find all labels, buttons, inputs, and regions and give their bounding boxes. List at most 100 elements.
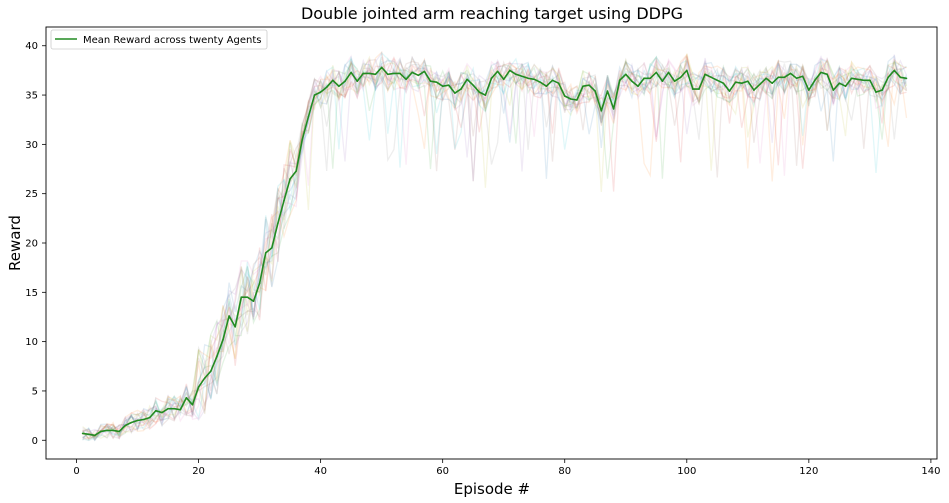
mean-reward-point — [87, 433, 90, 436]
agent-trace — [82, 53, 907, 438]
x-tick-label: 40 — [314, 466, 327, 477]
mean-reward-point — [631, 80, 633, 82]
mean-reward-point — [472, 84, 475, 86]
mean-reward-point — [533, 78, 535, 81]
mean-reward-point — [759, 83, 761, 85]
mean-reward-point — [679, 76, 682, 79]
agent-trace — [82, 56, 907, 441]
mean-reward-point — [850, 77, 853, 80]
mean-reward-point — [124, 424, 127, 427]
mean-reward-point — [801, 75, 804, 78]
agent-trace — [82, 53, 907, 440]
mean-reward-point — [100, 430, 102, 433]
mean-reward-point — [661, 80, 664, 82]
mean-reward-point — [429, 80, 432, 82]
mean-reward-point — [289, 178, 291, 180]
mean-reward-point — [637, 85, 639, 87]
mean-reward-point — [295, 170, 298, 172]
mean-reward-point — [686, 69, 688, 72]
mean-reward-point — [106, 429, 108, 432]
mean-reward-point — [222, 338, 224, 341]
mean-reward-point — [136, 419, 139, 422]
mean-reward-point — [374, 73, 377, 76]
mean-reward-point — [313, 94, 316, 96]
legend-box — [50, 29, 268, 50]
mean-reward-point — [856, 78, 859, 81]
mean-reward-point — [277, 222, 279, 225]
mean-reward-point — [435, 81, 438, 83]
mean-reward-point — [643, 77, 645, 80]
mean-reward-point — [142, 418, 145, 421]
agent-trace — [82, 57, 907, 440]
mean-reward-point — [441, 85, 444, 87]
mean-reward-point — [881, 89, 883, 91]
mean-reward-point — [454, 92, 456, 94]
chart-title: Double jointed arm reaching target using… — [301, 4, 683, 23]
mean-reward-point — [808, 89, 810, 91]
mean-reward-point — [747, 80, 749, 82]
mean-reward-point — [844, 85, 847, 87]
mean-reward-point — [698, 88, 700, 90]
mean-reward-point — [826, 73, 828, 76]
mean-reward-point — [783, 76, 786, 79]
mean-reward-point — [405, 78, 407, 81]
mean-reward-point — [899, 76, 902, 79]
mean-reward-point — [570, 98, 572, 100]
individual-agent-traces — [82, 50, 908, 442]
mean-reward-point — [380, 66, 383, 69]
x-axis-ticks: 0 20 40 60 80 100 120 140 — [73, 459, 940, 477]
mean-reward-point — [576, 99, 578, 101]
mean-reward-point — [594, 90, 596, 92]
mean-reward-point — [228, 315, 230, 317]
mean-reward-point — [130, 421, 133, 424]
agent-trace — [82, 58, 907, 442]
mean-reward-point — [625, 73, 627, 76]
mean-reward-point — [356, 80, 359, 82]
mean-reward-point — [704, 73, 706, 76]
mean-reward-point — [612, 108, 615, 110]
agent-trace — [82, 51, 908, 440]
mean-reward-point — [777, 76, 780, 79]
y-axis-title: Reward — [6, 215, 24, 271]
mean-reward-point — [393, 72, 395, 75]
mean-reward-point — [655, 71, 658, 74]
mean-reward-point — [301, 138, 304, 141]
y-tick-label: 0 — [32, 436, 38, 447]
mean-reward-point — [863, 79, 865, 82]
mean-reward-point — [417, 74, 420, 77]
y-tick-label: 25 — [25, 189, 38, 200]
mean-reward-point — [545, 85, 548, 87]
mean-reward-point — [325, 86, 328, 88]
agent-trace — [82, 50, 908, 440]
x-tick-label: 120 — [799, 466, 818, 477]
mean-reward-point — [387, 73, 389, 76]
y-tick-label: 15 — [25, 288, 38, 299]
x-tick-label: 80 — [558, 466, 571, 477]
mean-reward-point — [509, 69, 511, 72]
legend: Mean Reward across twenty Agents — [50, 29, 268, 50]
mean-reward-point — [271, 247, 273, 249]
mean-reward-point — [423, 70, 426, 73]
mean-reward-point — [368, 72, 371, 75]
x-tick-label: 60 — [436, 466, 449, 477]
mean-reward-point — [649, 77, 651, 80]
mean-reward-point — [179, 408, 182, 411]
y-tick-label: 20 — [25, 239, 38, 250]
mean-reward-point — [527, 77, 529, 80]
mean-reward-point — [820, 71, 822, 74]
mean-reward-point — [234, 326, 236, 328]
mean-reward-point — [460, 88, 462, 90]
x-tick-label: 100 — [677, 466, 696, 477]
mean-reward-point — [563, 95, 566, 97]
mean-reward-point — [118, 430, 120, 433]
mean-reward-point — [893, 69, 896, 72]
mean-reward-point — [350, 71, 352, 74]
mean-reward-point — [258, 282, 261, 285]
mean-reward-point — [588, 84, 590, 86]
y-tick-label: 40 — [25, 41, 38, 52]
mean-reward-point — [173, 407, 175, 410]
mean-reward-point — [210, 370, 212, 373]
mean-reward-point — [81, 432, 84, 435]
mean-reward-point — [161, 411, 163, 414]
